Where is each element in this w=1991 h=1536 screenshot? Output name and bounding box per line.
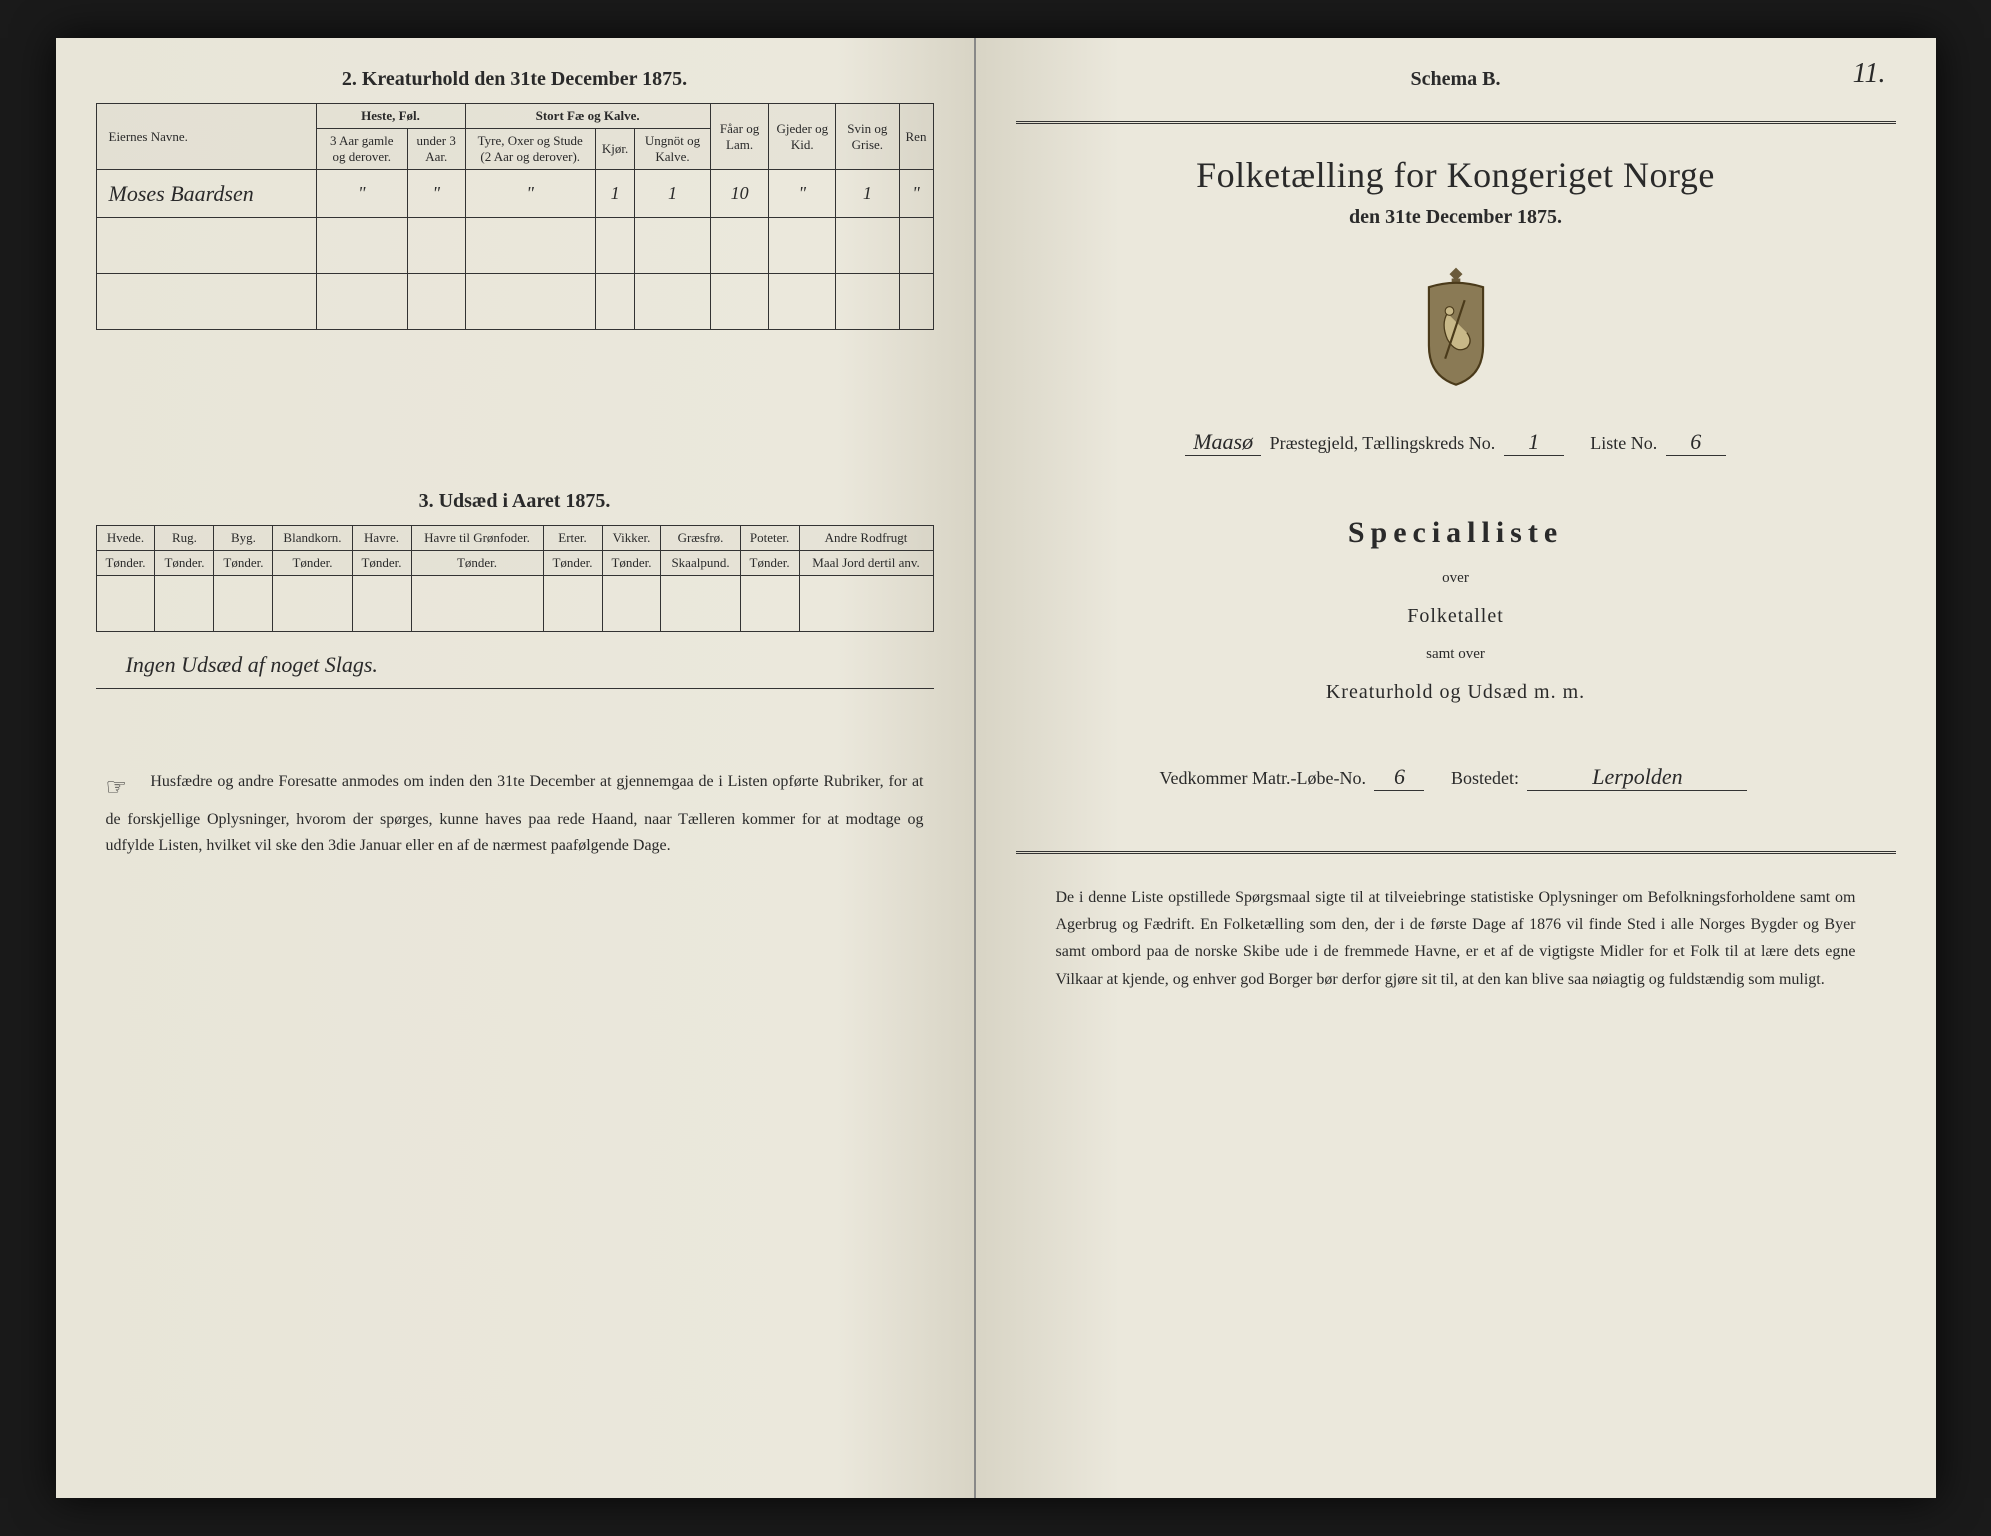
parish-name: Maasø: [1185, 429, 1261, 456]
bottom-note: De i denne Liste opstillede Spørgsmaal s…: [1016, 884, 1896, 993]
liste-label: Liste No.: [1590, 433, 1657, 453]
udsaed-head-row: Hvede. Rug. Byg. Blandkorn. Havre. Havre…: [96, 526, 933, 551]
footnote-text: Husfædre og andre Foresatte anmodes om i…: [106, 773, 924, 854]
c4: Havre.: [352, 526, 411, 551]
c3: Blandkorn.: [273, 526, 352, 551]
col-gjeder: Gjeder og Kid.: [769, 104, 836, 170]
sub-stort2: Kjør.: [595, 129, 634, 170]
page-number: 11.: [1853, 58, 1886, 90]
u9: Tønder.: [740, 551, 799, 576]
u1: Tønder.: [155, 551, 214, 576]
right-page: 11. Schema B. Folketælling for Kongerige…: [976, 38, 1936, 1498]
c9: Poteter.: [740, 526, 799, 551]
parish-line: Maasø Præstegjeld, Tællingskreds No. 1 L…: [1016, 429, 1896, 456]
u3: Tønder.: [273, 551, 352, 576]
data-row: Moses Baardsen " " " 1 1 10 " 1 ": [96, 170, 933, 218]
udsaed-handnote: Ingen Udsæd af noget Slags.: [126, 652, 934, 678]
u8: Skaalpund.: [661, 551, 740, 576]
sub-stort1: Tyre, Oxer og Stude (2 Aar og derover).: [465, 129, 595, 170]
spacer: [96, 350, 934, 490]
sub-heste2: under 3 Aar.: [407, 129, 465, 170]
c5: Havre til Grønfoder.: [411, 526, 543, 551]
c2: Byg.: [214, 526, 273, 551]
blank-row: [96, 274, 933, 330]
matr-no: 6: [1374, 764, 1424, 791]
double-rule: [1016, 121, 1896, 124]
v7: ": [769, 170, 836, 218]
c10: Andre Rodfrugt: [799, 526, 933, 551]
u6: Tønder.: [543, 551, 602, 576]
double-rule: [1016, 851, 1896, 854]
kreds-no: 1: [1504, 429, 1564, 456]
footnote: ☞ Husfædre og andre Foresatte anmodes om…: [96, 769, 934, 859]
col-svin: Svin og Grise.: [836, 104, 899, 170]
col-stort: Stort Fæ og Kalve.: [465, 104, 710, 129]
blank-row: [96, 218, 933, 274]
c0: Hvede.: [96, 526, 155, 551]
pointing-hand-icon: ☞: [106, 769, 146, 807]
c7: Vikker.: [602, 526, 661, 551]
vedkommer-line: Vedkommer Matr.-Løbe-No. 6 Bostedet: Ler…: [1016, 764, 1896, 791]
v3: ": [465, 170, 595, 218]
u0: Tønder.: [96, 551, 155, 576]
folketallet: Folketallet: [1016, 605, 1896, 628]
left-page: 2. Kreaturhold den 31te December 1875. E…: [56, 38, 976, 1498]
v5: 1: [635, 170, 710, 218]
owner-name: Moses Baardsen: [96, 170, 316, 218]
parish-mid: Præstegjeld, Tællingskreds No.: [1270, 433, 1500, 453]
coat-of-arms-icon: [1401, 259, 1511, 389]
col-ren: Ren: [899, 104, 933, 170]
c6: Erter.: [543, 526, 602, 551]
vedk-lbl2: Bostedet:: [1451, 768, 1519, 788]
col-faar: Fåar og Lam.: [710, 104, 769, 170]
bosted: Lerpolden: [1527, 764, 1747, 791]
book-spread: 2. Kreaturhold den 31te December 1875. E…: [56, 38, 1936, 1498]
sub-date: den 31te December 1875.: [1016, 206, 1896, 229]
v4: 1: [595, 170, 634, 218]
liste-no: 6: [1666, 429, 1726, 456]
samt-over: samt over: [1016, 646, 1896, 663]
sub-stort3: Ungnöt og Kalve.: [635, 129, 710, 170]
c8: Græsfrø.: [661, 526, 740, 551]
sub-heste1: 3 Aar gamle og derover.: [316, 129, 407, 170]
section2-title: 2. Kreaturhold den 31te December 1875.: [96, 68, 934, 91]
u4: Tønder.: [352, 551, 411, 576]
v9: ": [899, 170, 933, 218]
divider: [96, 688, 934, 689]
schema-label: Schema B.: [1016, 68, 1896, 91]
v8: 1: [836, 170, 899, 218]
v1: ": [316, 170, 407, 218]
vedk-lbl1: Vedkommer Matr.-Løbe-No.: [1160, 768, 1366, 788]
c1: Rug.: [155, 526, 214, 551]
u5: Tønder.: [411, 551, 543, 576]
udsaed-unit-row: Tønder. Tønder. Tønder. Tønder. Tønder. …: [96, 551, 933, 576]
kreatur-line: Kreaturhold og Udsæd m. m.: [1016, 681, 1896, 704]
u10: Maal Jord dertil anv.: [799, 551, 933, 576]
v2: ": [407, 170, 465, 218]
kreatur-table: Eiernes Navne. Heste, Føl. Stort Fæ og K…: [96, 103, 934, 330]
u7: Tønder.: [602, 551, 661, 576]
main-title: Folketælling for Kongeriget Norge: [1016, 154, 1896, 196]
col-eier: Eiernes Navne.: [96, 104, 316, 170]
blank-row: [96, 576, 933, 632]
specialliste: Specialliste: [1016, 516, 1896, 550]
udsaed-table: Hvede. Rug. Byg. Blandkorn. Havre. Havre…: [96, 525, 934, 632]
over: over: [1016, 570, 1896, 587]
section3-title: 3. Udsæd i Aaret 1875.: [96, 490, 934, 513]
v6: 10: [710, 170, 769, 218]
u2: Tønder.: [214, 551, 273, 576]
col-heste: Heste, Føl.: [316, 104, 465, 129]
